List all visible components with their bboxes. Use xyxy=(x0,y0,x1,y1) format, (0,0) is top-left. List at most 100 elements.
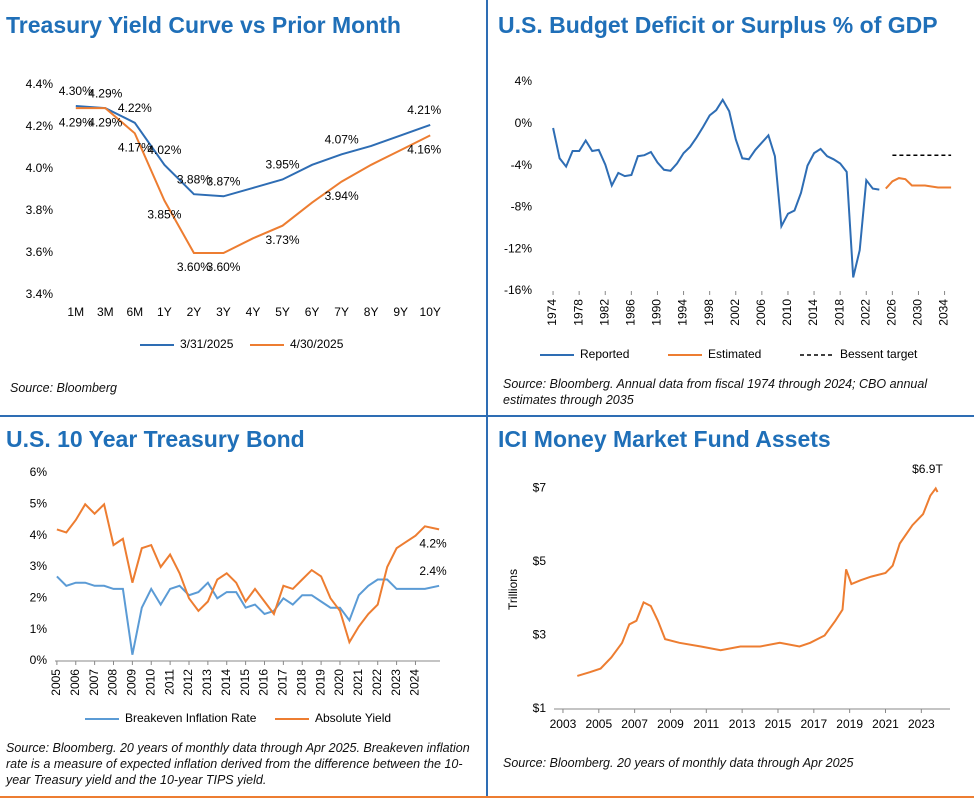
x-tick-label: 2006 xyxy=(754,299,768,326)
x-tick-label: 2015 xyxy=(238,669,252,696)
x-tick-label: 2008 xyxy=(106,669,120,696)
y-tick-label: 3.6% xyxy=(26,245,54,259)
data-label: 4.17% xyxy=(118,140,152,154)
x-tick-label: 1986 xyxy=(624,299,638,326)
x-tick-label: 1974 xyxy=(545,299,559,326)
x-tick-label: 2002 xyxy=(728,299,742,326)
x-tick-label: 2016 xyxy=(257,669,271,696)
y-tick-label: 3.8% xyxy=(26,203,54,217)
x-tick-label: 2007 xyxy=(621,717,648,731)
data-label: 3.73% xyxy=(266,233,300,247)
x-tick-label: 2019 xyxy=(836,717,863,731)
y-tick-label: 4.4% xyxy=(26,77,54,91)
x-tick-label: 1978 xyxy=(571,299,585,326)
y-tick-label: -4% xyxy=(511,158,533,172)
source-note: Source: Bloomberg. 20 years of monthly d… xyxy=(6,741,470,787)
data-label: 4.2% xyxy=(419,537,447,551)
x-tick-label: 1998 xyxy=(702,299,716,326)
x-tick-label: 2015 xyxy=(765,717,792,731)
data-label: 3.87% xyxy=(206,174,240,188)
data-label: 4.02% xyxy=(147,143,181,157)
data-label: 4.29% xyxy=(59,115,93,129)
y-tick-label: 5% xyxy=(30,497,48,511)
x-tick-label: 2010 xyxy=(143,669,157,696)
data-label: 4.29% xyxy=(88,86,122,100)
x-tick-label: 9Y xyxy=(393,305,408,319)
y-tick-label: 3% xyxy=(30,559,48,573)
chart-title: U.S. Budget Deficit or Surplus % of GDP xyxy=(498,12,938,38)
data-label: 4.22% xyxy=(118,101,152,115)
series-line xyxy=(56,575,440,655)
data-label: 2.4% xyxy=(419,564,447,578)
x-tick-label: 2026 xyxy=(885,299,899,326)
x-tick-label: 1M xyxy=(67,305,84,319)
x-tick-label: 2014 xyxy=(219,669,233,696)
y-tick-label: 2% xyxy=(30,591,48,605)
series-line xyxy=(75,105,431,198)
series-line xyxy=(56,502,440,645)
chart-title: U.S. 10 Year Treasury Bond xyxy=(6,426,305,452)
chart-title: ICI Money Market Fund Assets xyxy=(498,426,831,452)
x-tick-label: 2010 xyxy=(780,299,794,326)
x-tick-label: 10Y xyxy=(420,305,441,319)
x-tick-label: 2013 xyxy=(200,669,214,696)
data-label: 3.85% xyxy=(147,208,181,222)
x-tick-label: 2022 xyxy=(858,299,872,326)
x-tick-label: 2023 xyxy=(908,717,935,731)
y-tick-label: 1% xyxy=(30,622,48,636)
y-tick-label: 0% xyxy=(30,653,48,667)
x-tick-label: 2020 xyxy=(332,669,346,696)
x-tick-label: 4Y xyxy=(246,305,261,319)
x-tick-label: 3Y xyxy=(216,305,231,319)
x-tick-label: 2007 xyxy=(87,669,101,696)
x-tick-label: 2003 xyxy=(550,717,577,731)
x-tick-label: 2009 xyxy=(657,717,684,731)
x-tick-label: 2023 xyxy=(389,669,403,696)
data-label: 4.29% xyxy=(88,115,122,129)
y-tick-label: $7 xyxy=(533,481,547,495)
x-tick-label: 2011 xyxy=(162,669,176,695)
x-tick-label: 7Y xyxy=(334,305,349,319)
x-tick-label: 2021 xyxy=(351,669,365,696)
x-tick-label: 2006 xyxy=(68,669,82,696)
series-line xyxy=(75,107,431,254)
y-tick-label: 4.0% xyxy=(26,161,54,175)
x-tick-label: 1982 xyxy=(597,299,611,326)
x-tick-label: 2018 xyxy=(832,299,846,326)
y-tick-label: 0% xyxy=(515,116,533,130)
legend-label: Absolute Yield xyxy=(315,711,391,725)
y-tick-label: $3 xyxy=(533,628,547,642)
x-tick-label: 1Y xyxy=(157,305,172,319)
x-tick-label: 2012 xyxy=(181,669,195,696)
y-tick-label: 6% xyxy=(30,465,48,479)
x-tick-label: 2019 xyxy=(313,669,327,696)
legend-label: 4/30/2025 xyxy=(290,337,344,351)
x-tick-label: 2017 xyxy=(276,669,290,696)
y-tick-label: -16% xyxy=(504,283,532,297)
data-label: 3.94% xyxy=(325,189,359,203)
series-line xyxy=(577,486,939,677)
data-label: 4.16% xyxy=(407,143,441,157)
y-tick-label: 4.2% xyxy=(26,119,54,133)
y-tick-label: $5 xyxy=(533,554,547,568)
x-tick-label: 6M xyxy=(127,305,144,319)
x-tick-label: 2005 xyxy=(585,717,612,731)
chart-title: Treasury Yield Curve vs Prior Month xyxy=(6,12,401,38)
x-tick-label: 2Y xyxy=(187,305,202,319)
x-tick-label: 2013 xyxy=(729,717,756,731)
x-tick-label: 2011 xyxy=(693,717,719,731)
x-tick-label: 1990 xyxy=(650,299,664,326)
series-line xyxy=(552,97,880,278)
data-label: 3.95% xyxy=(266,158,300,172)
x-tick-label: 5Y xyxy=(275,305,290,319)
source-note: Source: Bloomberg. 20 years of monthly d… xyxy=(503,756,854,770)
source-note: Source: Bloomberg xyxy=(10,381,118,395)
legend-label: Reported xyxy=(580,347,629,361)
legend-label: 3/31/2025 xyxy=(180,337,234,351)
legend-label: Breakeven Inflation Rate xyxy=(125,711,257,725)
legend-label: Estimated xyxy=(708,347,761,361)
x-tick-label: 2014 xyxy=(806,299,820,326)
y-tick-label: 3.4% xyxy=(26,287,54,301)
